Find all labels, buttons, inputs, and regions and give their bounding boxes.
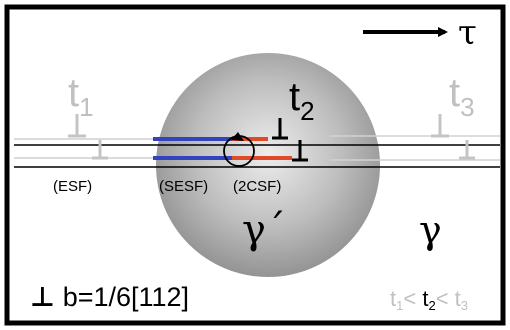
stress-order-relation: t1< t2< t3 bbox=[390, 286, 468, 313]
t2-label: t2 bbox=[289, 75, 315, 126]
t1-label: t1 bbox=[68, 71, 94, 122]
stacking-fault-ribbons bbox=[153, 137, 292, 160]
dislocation-t2-upper-icon bbox=[272, 118, 288, 140]
gamma-prime-precipitate bbox=[156, 53, 380, 277]
circuit-arrow-icon bbox=[231, 132, 244, 141]
dislocation-t1-upper-icon bbox=[68, 114, 86, 138]
t3-label: t3 bbox=[449, 71, 475, 122]
dislocation-t2-lower-icon bbox=[292, 140, 308, 162]
esf-label: (ESF) bbox=[53, 178, 92, 195]
gamma-label: γ bbox=[419, 208, 442, 252]
sesf-label: (SESF) bbox=[159, 178, 208, 195]
gamma-prime-label: γ´ bbox=[242, 207, 286, 253]
tau-symbol: τ bbox=[458, 13, 477, 53]
dislocation-t1-lower-icon bbox=[92, 140, 108, 160]
slip-plane-lines bbox=[14, 144, 500, 168]
2csf-label: (2CSF) bbox=[233, 178, 281, 195]
dislocation-t3-upper-icon bbox=[431, 114, 449, 138]
faded-glide-lines-right bbox=[330, 135, 500, 161]
burgers-vector-legend: ⊥ b=1/6[112] bbox=[30, 282, 189, 312]
dislocation-t3-lower-icon bbox=[459, 140, 475, 160]
